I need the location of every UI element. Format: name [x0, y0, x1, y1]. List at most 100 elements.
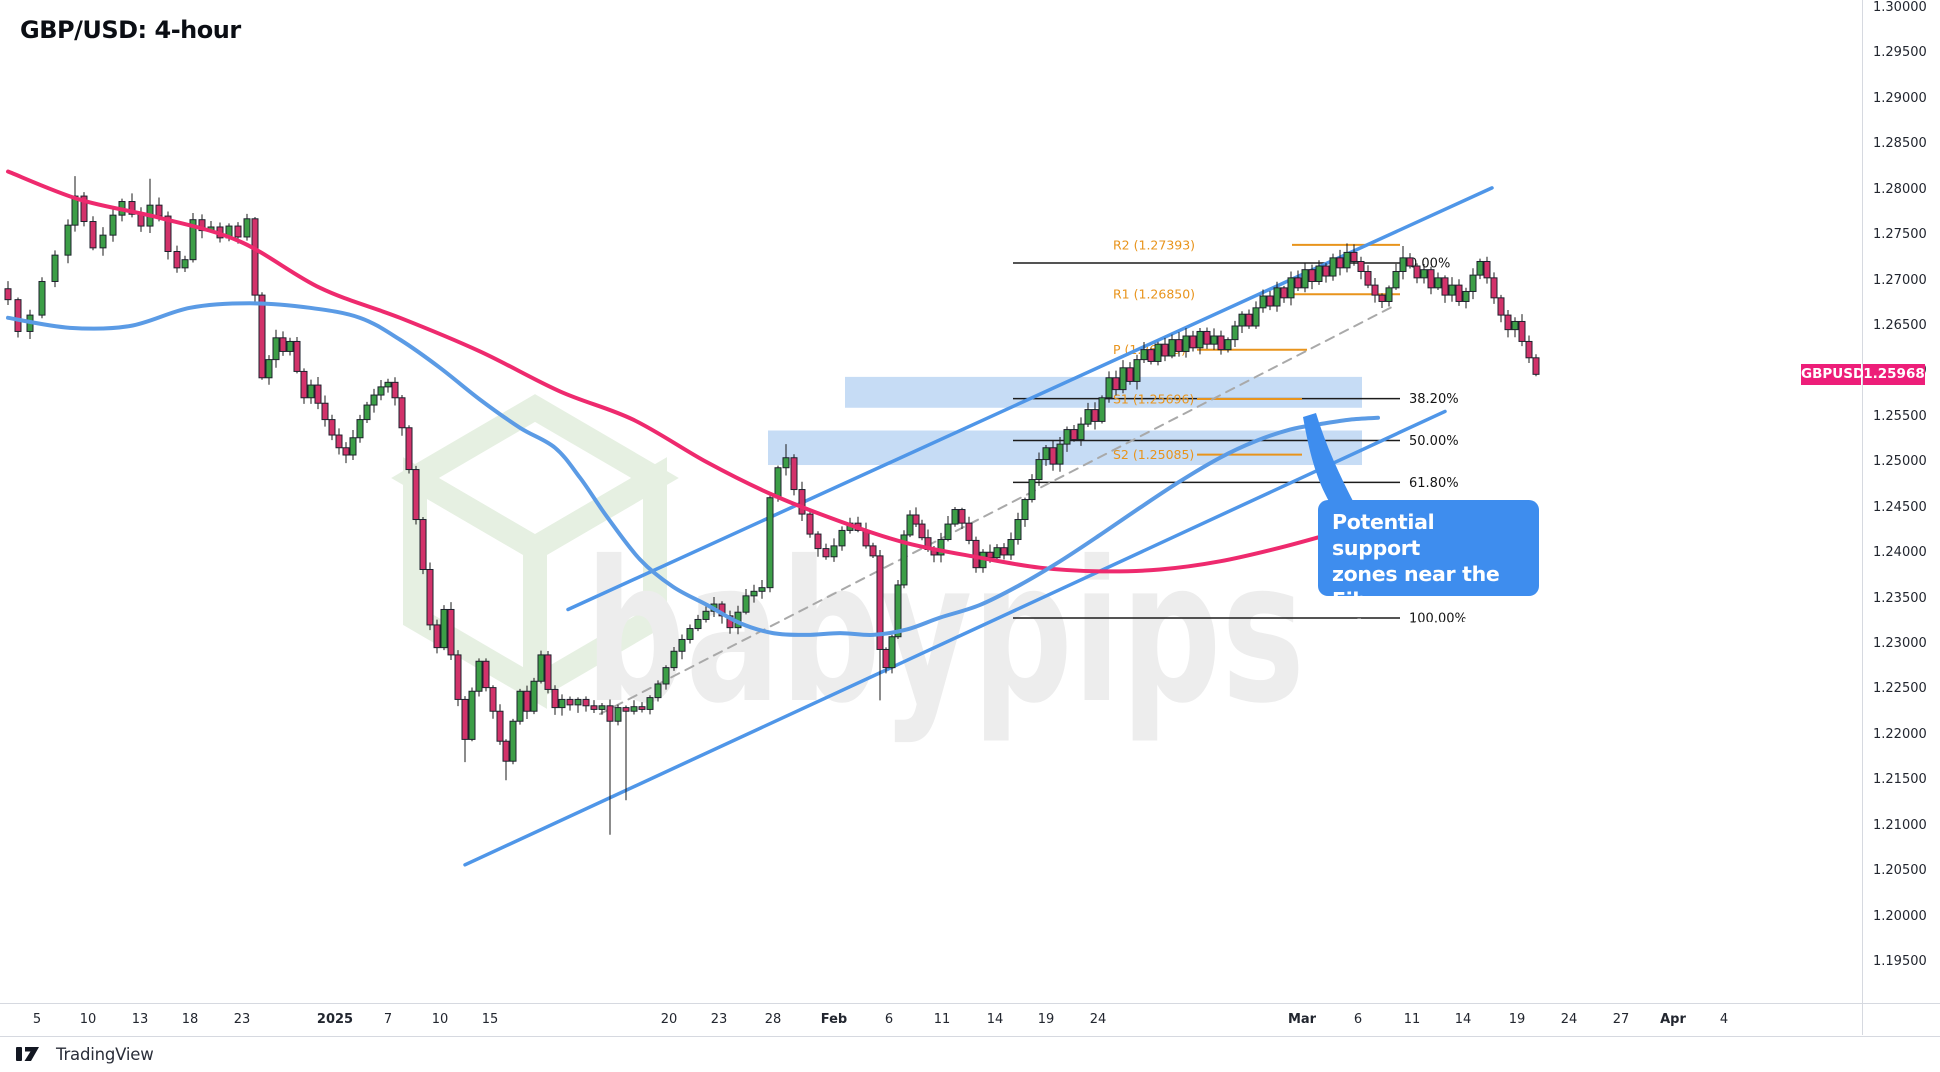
- candle-body: [475, 660, 483, 692]
- time-axis-label: 2025: [316, 1012, 354, 1027]
- candle-bull: [475, 658, 483, 697]
- candle-body: [1210, 335, 1218, 345]
- slow-ma-pink[interactable]: [6, 169, 1430, 574]
- candle-body: [300, 370, 308, 399]
- candle-bear: [1000, 543, 1008, 560]
- candle-body: [251, 218, 259, 296]
- price-axis-label: 1.25500: [1873, 408, 1927, 424]
- time-axis-label: 10: [79, 1012, 97, 1027]
- candle-bull: [1329, 253, 1337, 281]
- candle-bear: [1322, 263, 1330, 283]
- time-axis-label: 11: [1403, 1012, 1421, 1027]
- candle-bull: [646, 695, 654, 715]
- candle-body: [496, 710, 504, 742]
- candle-bull: [109, 208, 117, 242]
- candle-bear: [876, 549, 884, 701]
- candle-body: [869, 545, 877, 557]
- candle-bull: [1035, 452, 1043, 486]
- candle-body: [433, 624, 441, 649]
- candle-bear: [80, 192, 88, 227]
- pivot-level-label: R1 (1.26850): [1113, 287, 1195, 302]
- candle-bear: [1189, 330, 1197, 352]
- candle-bear: [482, 658, 490, 692]
- candle-bear: [173, 245, 181, 273]
- candle-body: [918, 523, 926, 539]
- candle-bear: [4, 281, 12, 306]
- price-axis-label: 1.20500: [1873, 863, 1927, 879]
- callout-annotation[interactable]: Potential support zones near the Fib ret…: [1318, 500, 1539, 664]
- price-axis-label: 1.27000: [1873, 272, 1927, 288]
- candle-bear: [251, 216, 259, 302]
- candle-bear: [1357, 256, 1365, 280]
- candle-body: [14, 299, 22, 332]
- candle-body: [646, 697, 654, 710]
- candle-bear: [1294, 270, 1302, 291]
- candle-body: [1448, 284, 1456, 296]
- candle-body: [1371, 284, 1379, 296]
- candle-body: [1301, 269, 1309, 289]
- candle-body: [1203, 330, 1211, 345]
- candle-bull: [702, 603, 710, 623]
- candle-bull: [1168, 334, 1176, 359]
- candle-body: [638, 706, 646, 710]
- candle-bull: [750, 584, 758, 603]
- candle-bear: [433, 619, 441, 654]
- candle-body: [181, 259, 189, 269]
- candle-bear: [551, 685, 559, 715]
- price-axis[interactable]: 1.30000 1.29500 1.29000 1.28500 1.28000 1.275…: [1862, 0, 1940, 1035]
- candle-bull: [1343, 243, 1351, 273]
- candle-body: [314, 384, 322, 404]
- time-axis-label: 7: [383, 1012, 393, 1027]
- candle-body: [1077, 423, 1085, 441]
- candle-body: [321, 402, 329, 421]
- candle-bull: [1084, 402, 1092, 428]
- candle-body: [189, 219, 197, 261]
- candle-body: [894, 584, 902, 638]
- candle-body: [370, 394, 378, 406]
- candle-body: [405, 427, 413, 471]
- candle-bull: [1077, 417, 1085, 446]
- candle-bear: [1147, 347, 1155, 365]
- candle-bear: [391, 377, 399, 406]
- candle-body: [1294, 277, 1302, 289]
- candle-bull: [1469, 268, 1477, 300]
- tradingview-logo-icon: [16, 1047, 39, 1061]
- candle-bear: [89, 216, 97, 251]
- candle-bull: [686, 624, 694, 644]
- candle-body: [1098, 397, 1106, 422]
- candle-body: [1056, 443, 1064, 465]
- time-axis-label: 6: [884, 1012, 894, 1027]
- candle-body: [516, 690, 524, 722]
- candle-body: [888, 636, 896, 669]
- candle-body: [551, 688, 559, 709]
- candle-bear: [814, 531, 822, 557]
- candle-body: [38, 280, 46, 316]
- fast-ma-blue[interactable]: [6, 301, 1380, 638]
- time-axis[interactable]: 5 10 13 18 23 2025 7 10 15 20 23 28 Feb 6 11 14 19 24 Mar 6…: [0, 1003, 1940, 1037]
- candle-body: [1525, 340, 1533, 359]
- candle-body: [1063, 429, 1071, 445]
- dashed-support-trendline[interactable]: [599, 305, 1393, 715]
- candle-body: [1364, 270, 1372, 286]
- candle-bull: [370, 388, 378, 413]
- candle-body: [1469, 274, 1477, 292]
- candle-bear: [489, 685, 497, 719]
- candle-bull: [243, 213, 251, 241]
- time-axis-label: 13: [131, 1012, 149, 1027]
- lower-channel-trendline[interactable]: [463, 409, 1447, 867]
- tradingview-logo[interactable]: TradingView: [15, 1044, 154, 1064]
- candle-bear: [566, 696, 574, 711]
- candle-body: [1518, 320, 1526, 342]
- candle-body: [1238, 313, 1246, 327]
- candle-body: [1147, 349, 1155, 362]
- candle-bear: [1112, 370, 1120, 396]
- candle-body: [349, 437, 357, 456]
- candle-body: [900, 534, 908, 586]
- candle-bear: [1518, 314, 1526, 347]
- support-zones[interactable]: [768, 376, 1362, 466]
- candle-bear: [335, 428, 343, 455]
- candle-body: [1434, 277, 1442, 289]
- candle-body: [293, 340, 301, 372]
- candle-bull: [1154, 341, 1162, 366]
